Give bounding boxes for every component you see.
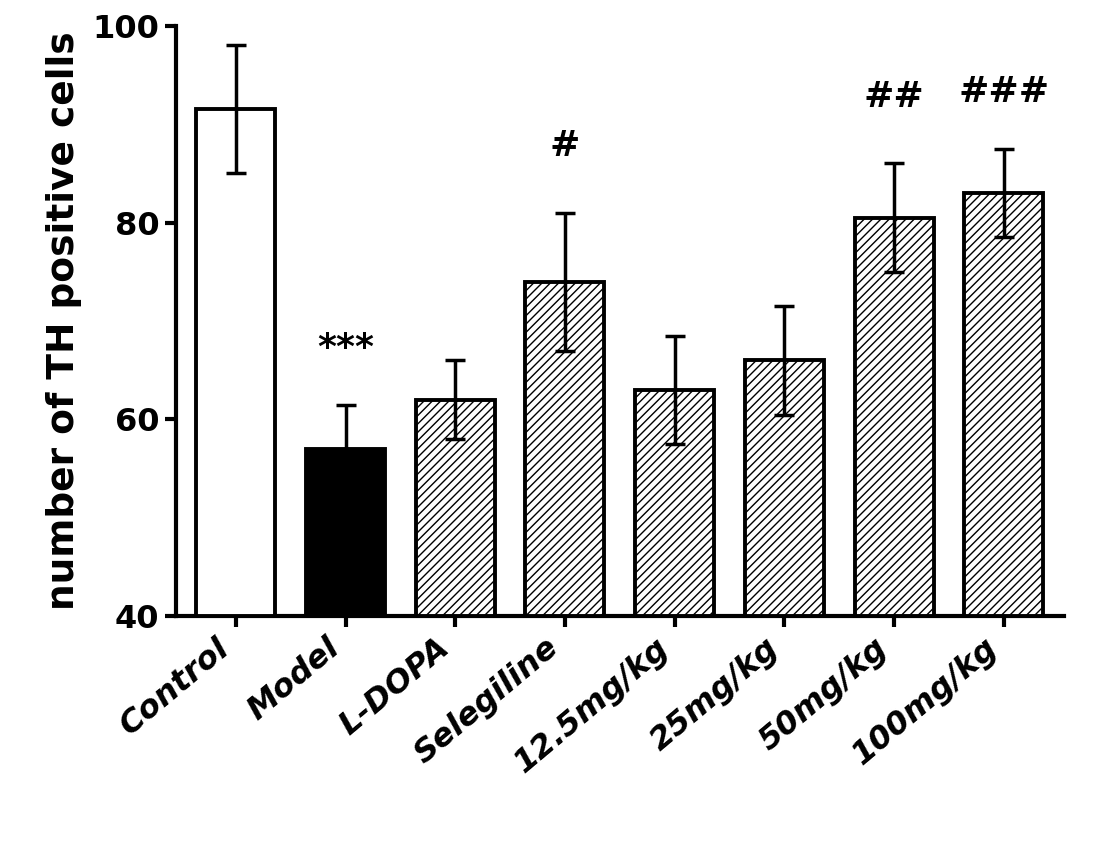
- Bar: [745, 360, 824, 616]
- Text: ##: ##: [863, 80, 925, 115]
- Bar: [525, 282, 604, 616]
- Bar: [306, 449, 385, 616]
- Text: #: #: [550, 129, 580, 163]
- Bar: [416, 400, 495, 616]
- Bar: [964, 193, 1043, 616]
- Bar: [196, 110, 275, 616]
- Bar: [635, 390, 714, 616]
- Text: ###: ###: [958, 75, 1050, 110]
- Bar: [855, 217, 934, 616]
- Y-axis label: number of TH positive cells: number of TH positive cells: [46, 32, 81, 610]
- Text: ***: ***: [317, 331, 374, 366]
